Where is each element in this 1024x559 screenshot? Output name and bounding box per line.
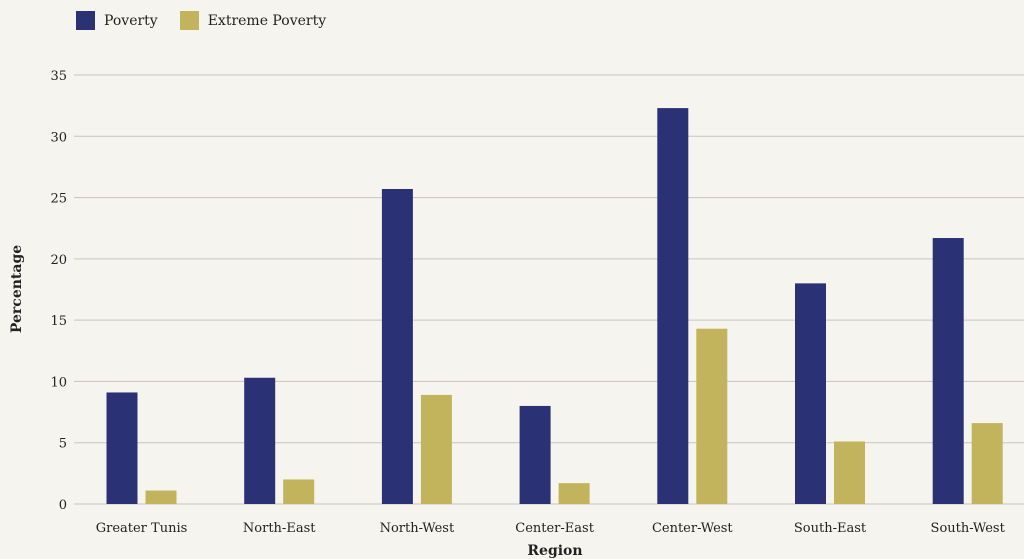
y-tick-label: 20 — [50, 253, 67, 268]
x-axis-ticks: Greater Tunis North-East North-West Center-… — [96, 521, 1006, 536]
bar-extreme-poverty[interactable] — [420, 394, 452, 504]
legend-swatch-extreme-poverty — [179, 11, 199, 30]
bar-poverty[interactable] — [519, 405, 551, 504]
legend-item-poverty[interactable]: Poverty — [76, 11, 158, 30]
legend-label-extreme-poverty: Extreme Poverty — [207, 12, 327, 29]
x-tick-label: Center-East — [515, 521, 594, 536]
bar-poverty[interactable] — [244, 377, 276, 504]
bar-extreme-poverty[interactable] — [696, 328, 728, 504]
legend: Poverty Extreme Poverty — [76, 11, 348, 30]
bar-poverty[interactable] — [106, 392, 138, 504]
bar-extreme-poverty[interactable] — [558, 483, 590, 504]
y-axis-label: Percentage — [9, 245, 25, 333]
x-tick-label: South-West — [931, 521, 1006, 536]
bar-extreme-poverty[interactable] — [971, 423, 1003, 504]
bar-extreme-poverty[interactable] — [834, 441, 865, 504]
x-tick-label: North-East — [243, 521, 316, 536]
grid-lines — [74, 74, 1024, 505]
y-tick-label: 0 — [59, 498, 67, 513]
x-tick-label: South-East — [794, 521, 867, 536]
legend-swatch-poverty — [76, 11, 95, 30]
y-tick-label: 10 — [50, 375, 67, 390]
bar-poverty[interactable] — [932, 238, 964, 504]
bar-poverty[interactable] — [657, 108, 689, 504]
bar-extreme-poverty[interactable] — [283, 479, 315, 504]
y-tick-label: 5 — [59, 437, 67, 452]
y-axis-ticks: 0 5 10 15 20 25 30 35 — [50, 69, 67, 513]
bar-poverty[interactable] — [795, 283, 826, 504]
x-tick-label: Greater Tunis — [96, 521, 188, 536]
x-axis-label: Region — [527, 543, 582, 559]
y-tick-label: 25 — [50, 192, 67, 207]
bar-extreme-poverty[interactable] — [145, 490, 177, 504]
legend-item-extreme-poverty[interactable]: Extreme Poverty — [179, 11, 327, 30]
y-tick-label: 30 — [50, 130, 67, 145]
y-tick-label: 15 — [50, 314, 67, 329]
x-tick-label: Center-West — [652, 521, 733, 536]
legend-label-poverty: Poverty — [104, 12, 158, 29]
x-tick-label: North-West — [380, 521, 455, 536]
bars — [106, 108, 1003, 504]
bar-poverty[interactable] — [381, 188, 413, 504]
y-tick-label: 35 — [50, 69, 67, 84]
